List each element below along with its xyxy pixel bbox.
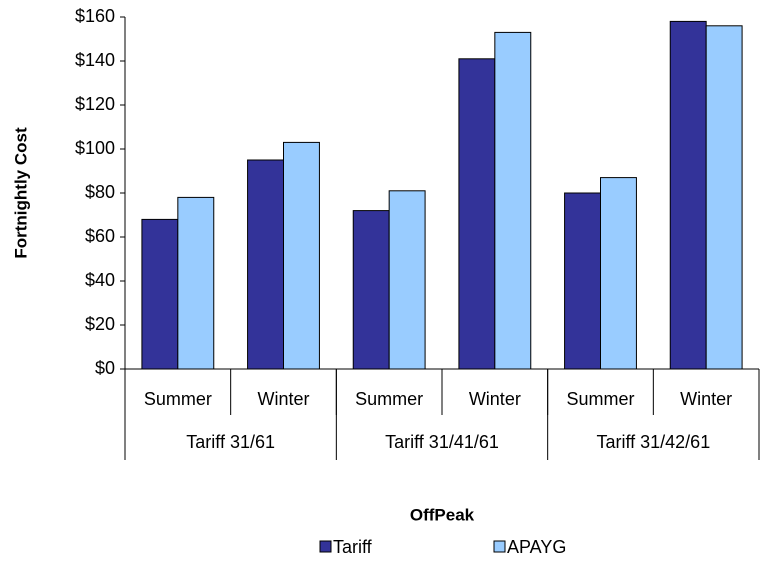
group-label: Tariff 31/61: [186, 432, 275, 452]
y-axis-title: Fortnightly Cost: [11, 127, 30, 259]
x-axis-title: OffPeak: [410, 505, 475, 524]
legend-label: APAYG: [507, 537, 566, 557]
y-tick-label: $20: [85, 314, 115, 334]
x-tick-label: Summer: [355, 389, 423, 409]
bar: [458, 58, 496, 370]
x-tick-label: Summer: [566, 389, 634, 409]
legend-label: Tariff: [333, 537, 373, 557]
bar: [283, 141, 320, 370]
y-tick-label: $40: [85, 270, 115, 290]
y-tick-label: $0: [95, 358, 115, 378]
bar: [705, 25, 743, 370]
legend-swatch: [319, 540, 332, 553]
y-tick-label: $80: [85, 182, 115, 202]
y-tick-label: $120: [75, 94, 115, 114]
x-tick-label: Summer: [144, 389, 212, 409]
group-label: Tariff 31/42/61: [596, 432, 710, 452]
bar: [388, 190, 426, 370]
legend-swatch: [493, 540, 506, 553]
y-tick-label: $100: [75, 138, 115, 158]
x-tick-label: Winter: [680, 389, 732, 409]
bar: [352, 210, 390, 370]
x-tick-label: Winter: [257, 389, 309, 409]
y-tick-label: $60: [85, 226, 115, 246]
x-tick-label: Winter: [469, 389, 521, 409]
bar: [564, 192, 601, 370]
bar: [177, 196, 215, 370]
bar: [247, 159, 284, 370]
group-label: Tariff 31/41/61: [385, 432, 499, 452]
y-tick-label: $160: [75, 6, 115, 26]
y-tick-label: $140: [75, 50, 115, 70]
bar: [600, 177, 637, 370]
bar: [494, 31, 532, 370]
bar: [669, 20, 707, 370]
bar: [141, 218, 179, 370]
